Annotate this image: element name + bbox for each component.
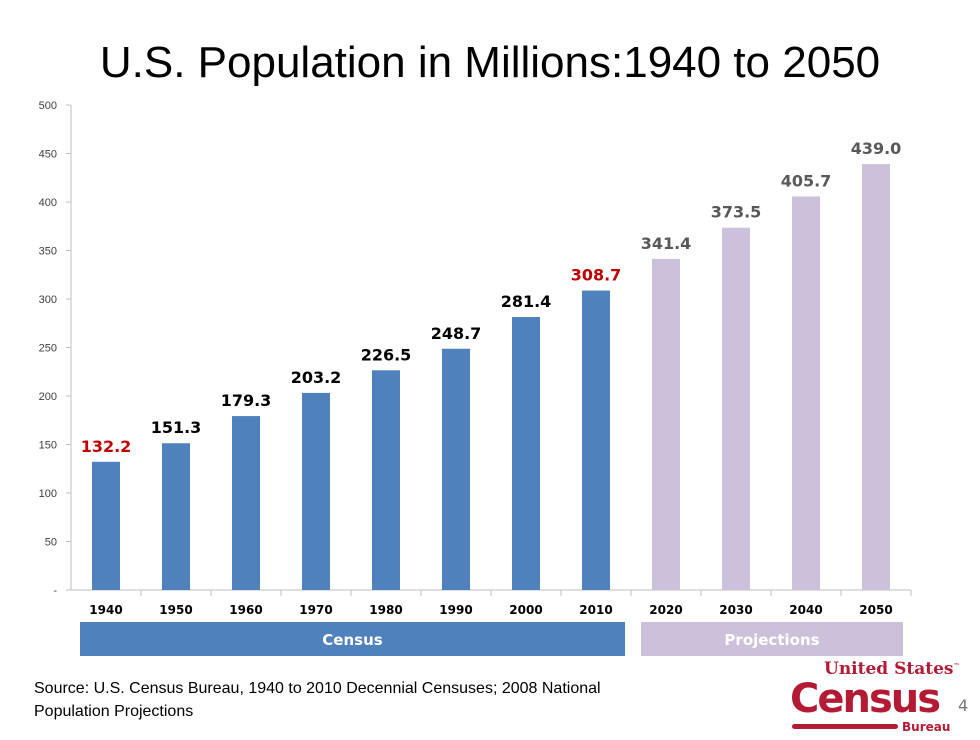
data-label: 439.0 (851, 139, 902, 158)
y-tick-label: 250 (39, 343, 57, 355)
y-tick-label: 400 (39, 197, 57, 209)
chart-title: U.S. Population in Millions:1940 to 2050 (99, 38, 881, 87)
data-label: 179.3 (221, 391, 272, 410)
group-label: Census (322, 631, 382, 649)
bar (722, 227, 750, 590)
data-label: 405.7 (781, 171, 832, 190)
y-tick-label: 100 (39, 488, 57, 500)
y-tick-label: 150 (39, 440, 57, 452)
bar (652, 258, 680, 590)
bar (792, 196, 820, 590)
y-tick-label: 450 (39, 149, 57, 161)
bar (442, 348, 470, 590)
bar (862, 164, 890, 591)
y-tick-label: 50 (45, 537, 57, 549)
x-tick-label: 2020 (649, 603, 682, 617)
x-tick-label: 1950 (159, 603, 192, 617)
data-label: 226.5 (361, 345, 412, 364)
bar (512, 317, 540, 590)
group-label: Projections (724, 631, 819, 649)
group-band (641, 622, 903, 656)
x-tick-label: 2000 (509, 603, 542, 617)
bar (162, 443, 190, 590)
x-tick-label: 1960 (229, 603, 262, 617)
data-label: 248.7 (431, 324, 482, 343)
data-label: 151.3 (151, 418, 202, 437)
source-note: Source: U.S. Census Bureau, 1940 to 2010… (34, 677, 601, 723)
y-tick-label: 350 (39, 246, 57, 258)
x-tick-label: 1980 (369, 603, 402, 617)
data-label: 373.5 (711, 203, 762, 222)
y-tick-label: 300 (39, 294, 57, 306)
x-tick-label: 2010 (579, 603, 612, 617)
source-line: Source: U.S. Census Bureau, 1940 to 2010… (34, 680, 601, 697)
page-number: 4 (958, 696, 969, 715)
source-line: Population Projections (34, 703, 194, 720)
y-tick-label: 500 (39, 100, 57, 112)
data-label: 203.2 (291, 368, 342, 387)
x-tick-label: 1970 (299, 603, 332, 617)
data-label: 308.7 (571, 266, 622, 285)
census-bureau-logo: United States™ Census Bureau (790, 659, 960, 734)
bar (582, 290, 610, 590)
x-tick-label: 1990 (439, 603, 472, 617)
x-tick-label: 2040 (789, 603, 822, 617)
group-band (80, 622, 625, 656)
bar (372, 370, 400, 590)
bar (232, 416, 260, 590)
x-tick-label: 1940 (89, 603, 122, 617)
y-tick-label: - (53, 585, 57, 597)
data-label: 132.2 (81, 437, 132, 456)
x-tick-label: 2030 (719, 603, 752, 617)
data-label: 281.4 (501, 292, 552, 311)
data-label: 341.4 (641, 234, 692, 253)
bar (92, 461, 120, 590)
y-tick-label: 200 (39, 391, 57, 403)
bar (302, 392, 330, 590)
x-tick-label: 2050 (859, 603, 892, 617)
